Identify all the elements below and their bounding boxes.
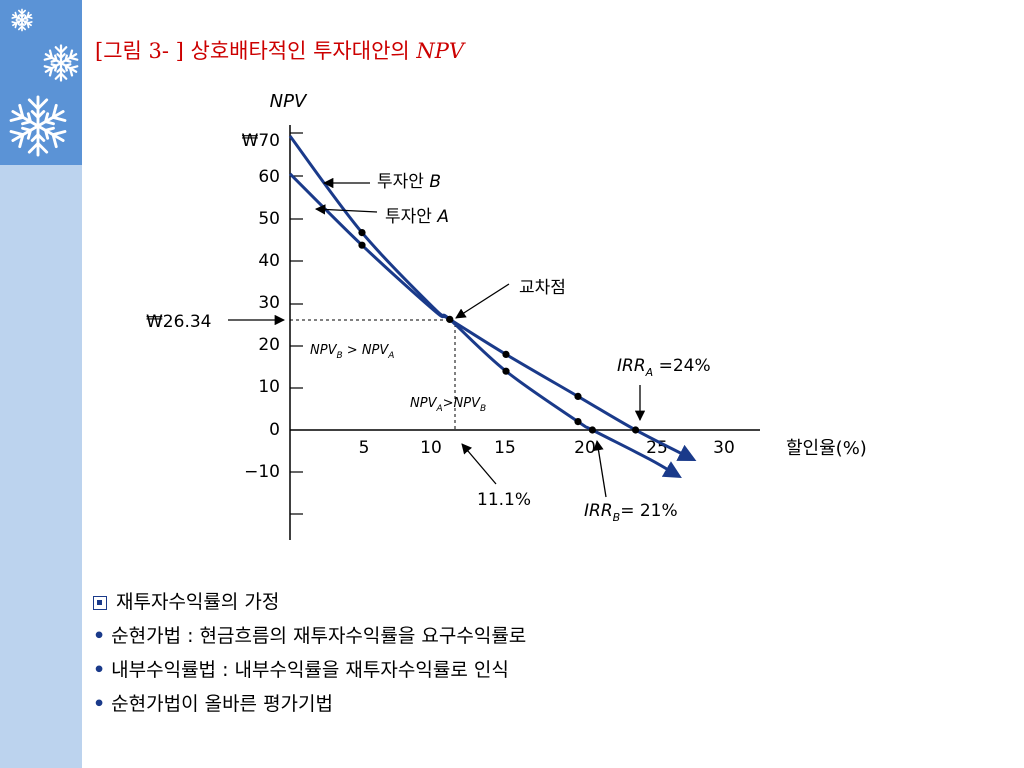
region-left-op: > <box>343 343 362 358</box>
data-point <box>632 426 640 434</box>
region-right-b-sub: B <box>480 404 486 414</box>
slide-title-text: [그림 3- ] 상호배타적인 투자대안의 <box>95 39 417 63</box>
region-left-a-sub: B <box>336 351 342 361</box>
x-axis-label: 할인율(%) <box>786 438 867 459</box>
y-tick-label: 40 <box>258 251 280 271</box>
region-right-a-sub: A <box>435 404 442 414</box>
note-item: • 순현가법 : 현금흐름의 재투자수익률을 요구수익률로 <box>93 619 526 653</box>
irr-b-name: IRR <box>584 501 613 521</box>
region-right-label: NPVA>NPVB <box>410 396 486 414</box>
data-point <box>358 241 366 249</box>
region-left-b: NPV <box>362 343 390 358</box>
y-tick-label: 50 <box>258 209 280 229</box>
series-b-line <box>288 135 682 479</box>
note-item-text: 순현가법 : 현금흐름의 재투자수익률을 요구수익률로 <box>111 625 527 647</box>
irr-a-name: IRR <box>617 356 646 376</box>
y-tick-label: 20 <box>258 335 280 355</box>
region-right-a: NPV <box>410 396 438 411</box>
data-point <box>502 350 510 358</box>
region-right-op: > <box>443 396 454 411</box>
crossover-rate-arrow <box>461 443 497 485</box>
data-markers <box>358 229 640 434</box>
y-ticks: ₩70 60 50 40 30 20 10 0 −10 <box>242 131 303 515</box>
y-tick-label: 0 <box>269 420 280 440</box>
data-point <box>502 367 510 375</box>
side-decoration-panel <box>0 0 82 768</box>
bullet-icon: • <box>93 625 106 647</box>
x-tick-label: 10 <box>420 438 442 458</box>
x-tick-label: 20 <box>574 438 596 458</box>
region-right-b: NPV <box>454 396 482 411</box>
x-tick-label: 15 <box>494 438 516 458</box>
y-tick-label: 30 <box>258 293 280 313</box>
note-item-text: 내부수익률법 : 내부수익률을 재투자수익률로 인식 <box>111 659 509 681</box>
crossover-label: 교차점 <box>519 278 566 298</box>
irr-b-rest: = 21% <box>620 501 677 521</box>
data-point <box>358 229 366 237</box>
npv-chart: NPV 할인율(%) ₩70 60 50 40 30 20 10 0 −10 5… <box>146 91 867 540</box>
crossover-arrow <box>455 283 510 319</box>
crossover-value-label: ₩26.34 <box>146 312 211 332</box>
data-point <box>574 392 582 400</box>
square-bullet-icon <box>93 596 107 610</box>
irr-a-sub: A <box>645 366 654 379</box>
slide-title: [그림 3- ] 상호배타적인 투자대안의 NPV <box>95 35 464 65</box>
label-b-letter: B <box>429 172 441 192</box>
y-axis-label: NPV <box>270 91 308 112</box>
region-left-b-sub: A <box>387 351 394 361</box>
x-tick-label: 5 <box>359 438 370 458</box>
label-a: 투자안 A <box>385 207 449 227</box>
bullet-icon: • <box>93 693 106 715</box>
data-point <box>446 315 454 323</box>
irr-b-label: IRRB= 21% <box>584 501 678 524</box>
label-b-text: 투자안 <box>377 172 424 192</box>
label-b: 투자안 B <box>377 172 441 192</box>
notes-heading-text: 재투자수익률의 가정 <box>116 591 280 613</box>
label-a-letter: A <box>436 207 449 227</box>
region-left-a: NPV <box>310 343 338 358</box>
x-tick-label: 30 <box>713 438 735 458</box>
irr-a-rest: =24% <box>653 356 710 376</box>
slide-title-npv: NPV <box>416 39 465 63</box>
crossover-rate-label: 11.1% <box>477 490 531 510</box>
y-tick-label: ₩70 <box>242 131 280 151</box>
label-a-arrow <box>314 204 378 215</box>
data-point <box>574 418 582 426</box>
note-item-text: 순현가법이 올바른 평가기법 <box>111 693 333 715</box>
label-a-text: 투자안 <box>385 207 432 227</box>
irr-a-label: IRRA =24% <box>617 356 711 379</box>
y-tick-label: 60 <box>258 167 280 187</box>
irr-b-arrow <box>593 439 607 498</box>
y-tick-label: 10 <box>258 377 280 397</box>
irr-b-sub: B <box>613 511 621 524</box>
region-left-label: NPVB > NPVA <box>310 343 394 361</box>
y-tick-label: −10 <box>244 462 280 482</box>
data-point <box>588 426 597 434</box>
note-item: • 내부수익률법 : 내부수익률을 재투자수익률로 인식 <box>93 653 526 687</box>
x-ticks: 5 10 15 20 25 30 <box>359 438 735 458</box>
notes-list: 재투자수익률의 가정 • 순현가법 : 현금흐름의 재투자수익률을 요구수익률로 … <box>93 585 526 721</box>
bullet-icon: • <box>93 659 106 681</box>
note-item: • 순현가법이 올바른 평가기법 <box>93 687 526 721</box>
notes-heading: 재투자수익률의 가정 <box>93 585 526 619</box>
